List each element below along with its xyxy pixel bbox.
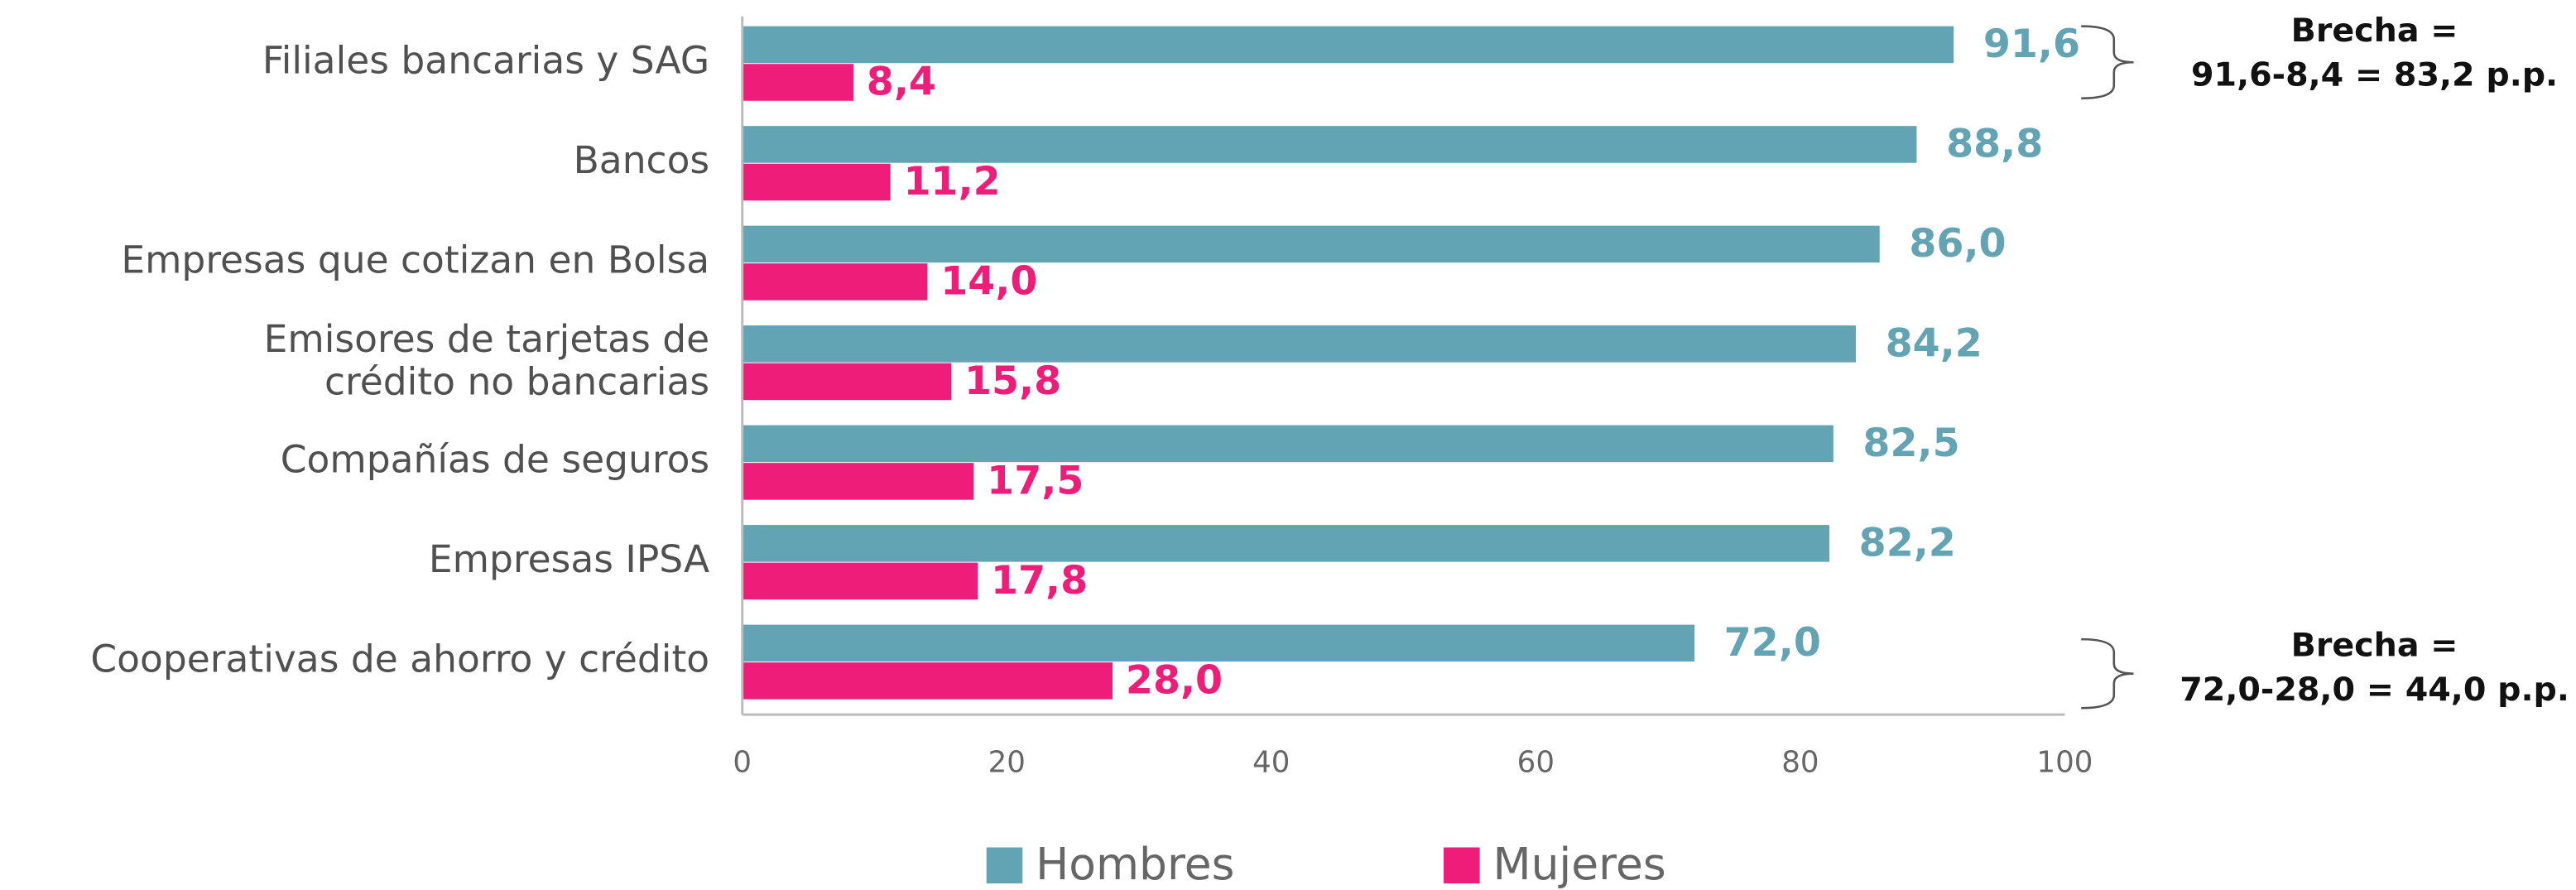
- brace: [2081, 637, 2134, 710]
- annotation: 72,0-28,0 = 44,0 p.p.: [2180, 671, 2569, 709]
- bar: [742, 363, 952, 401]
- value-label: 91,6: [1983, 22, 2080, 67]
- category-label: Emisores de tarjetas de crédito no bancar…: [264, 316, 709, 402]
- bar: [742, 163, 891, 201]
- value-label: 28,0: [1126, 657, 1223, 703]
- value-label: 14,0: [940, 258, 1037, 304]
- value-label: 17,5: [987, 458, 1084, 503]
- value-label: 84,2: [1886, 320, 1982, 366]
- x-tick-label: 60: [1517, 746, 1555, 780]
- category-label: Compañías de seguros: [281, 438, 709, 482]
- category-label: Empresas IPSA: [429, 537, 709, 581]
- bar: [742, 325, 1856, 363]
- bar: [742, 225, 1880, 263]
- annotation: Brecha =: [2291, 626, 2458, 664]
- x-tick-label: 20: [988, 746, 1026, 780]
- x-tick-label: 80: [1781, 746, 1819, 780]
- bar: [742, 64, 853, 101]
- legend-swatch: [986, 847, 1023, 884]
- bar: [742, 425, 1833, 463]
- value-label: 11,2: [904, 159, 1001, 204]
- value-label: 86,0: [1909, 221, 2006, 267]
- x-tick-label: 0: [733, 746, 752, 780]
- legend-swatch: [1444, 847, 1480, 884]
- legend-label: Mujeres: [1492, 838, 1665, 890]
- value-label: 82,5: [1862, 421, 1959, 466]
- value-label: 88,8: [1946, 121, 2043, 166]
- category-label: Bancos: [574, 138, 710, 182]
- annotation: 91,6-8,4 = 83,2 p.p.: [2191, 56, 2558, 94]
- bar: [742, 26, 1954, 64]
- bar: [742, 263, 928, 301]
- value-label: 15,8: [964, 358, 1061, 404]
- x-tick-label: 100: [2036, 746, 2093, 780]
- value-label: 8,4: [867, 59, 936, 104]
- bar: [742, 662, 1113, 700]
- bar: [742, 463, 974, 500]
- bar: [742, 562, 978, 600]
- category-label: Filiales bancarias y SAG: [262, 39, 709, 83]
- annotation: Brecha =: [2291, 12, 2458, 50]
- bar: [742, 624, 1695, 662]
- brace: [2081, 25, 2134, 100]
- category-label: Cooperativas de ahorro y crédito: [90, 637, 709, 681]
- value-label: 82,2: [1859, 520, 1956, 565]
- legend-label: Hombres: [1036, 838, 1234, 890]
- bar: [742, 126, 1917, 163]
- value-label: 17,8: [991, 558, 1088, 604]
- bar: [742, 525, 1830, 562]
- x-tick-label: 40: [1252, 746, 1290, 780]
- value-label: 72,0: [1724, 620, 1821, 666]
- category-label: Empresas que cotizan en Bolsa: [121, 238, 709, 282]
